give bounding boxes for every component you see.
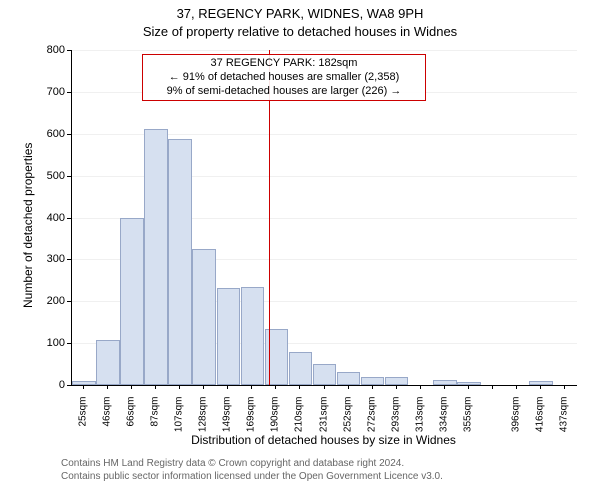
x-tick-label: 334sqm [438, 397, 449, 447]
y-tick [67, 301, 71, 302]
x-tick-label: 313sqm [414, 397, 425, 447]
callout-line: ← 91% of detached houses are smaller (2,… [149, 71, 419, 85]
histogram-bar [144, 129, 168, 385]
footer-line1: Contains HM Land Registry data © Crown c… [61, 457, 443, 470]
callout-box: 37 REGENCY PARK: 182sqm← 91% of detached… [142, 54, 426, 101]
x-tick-label: 252sqm [342, 397, 353, 447]
histogram-bar [337, 372, 361, 385]
footer-attribution: Contains HM Land Registry data © Crown c… [61, 457, 443, 483]
histogram-bar [168, 139, 192, 385]
x-tick-label: 46sqm [102, 397, 113, 447]
histogram-bar [192, 249, 216, 385]
x-tick-label: 169sqm [246, 397, 257, 447]
x-tick [203, 385, 204, 389]
x-tick [444, 385, 445, 389]
y-tick [67, 343, 71, 344]
y-axis-label: Number of detached properties [21, 142, 35, 307]
x-tick [83, 385, 84, 389]
x-tick-label: 416sqm [534, 397, 545, 447]
y-tick [67, 50, 71, 51]
gridline [72, 50, 577, 51]
x-tick [251, 385, 252, 389]
y-tick [67, 385, 71, 386]
histogram-bar [385, 377, 409, 385]
x-tick-label: 396sqm [510, 397, 521, 447]
histogram-bar [96, 340, 120, 385]
x-tick [396, 385, 397, 389]
x-tick [324, 385, 325, 389]
histogram-bar [313, 364, 337, 385]
x-tick [131, 385, 132, 389]
page-subtitle: Size of property relative to detached ho… [0, 24, 600, 39]
y-tick-label: 800 [37, 44, 65, 56]
histogram-bar [217, 288, 241, 385]
x-tick-label: 210sqm [294, 397, 305, 447]
y-tick-label: 100 [37, 337, 65, 349]
x-tick [299, 385, 300, 389]
page-title: 37, REGENCY PARK, WIDNES, WA8 9PH [0, 6, 600, 21]
callout-line: 37 REGENCY PARK: 182sqm [149, 57, 419, 71]
y-tick-label: 600 [37, 128, 65, 140]
x-tick [468, 385, 469, 389]
x-tick-label: 231sqm [318, 397, 329, 447]
x-tick-label: 190sqm [270, 397, 281, 447]
x-tick [107, 385, 108, 389]
x-tick [516, 385, 517, 389]
footer-line2: Contains public sector information licen… [61, 470, 443, 483]
y-tick-label: 300 [37, 253, 65, 265]
y-tick [67, 259, 71, 260]
x-tick-label: 25sqm [78, 397, 89, 447]
x-tick-label: 149sqm [222, 397, 233, 447]
y-tick-label: 500 [37, 170, 65, 182]
x-tick [492, 385, 493, 389]
x-tick [564, 385, 565, 389]
x-tick-label: 66sqm [126, 397, 137, 447]
x-tick-label: 272sqm [366, 397, 377, 447]
x-tick [155, 385, 156, 389]
callout-line: 9% of semi-detached houses are larger (2… [149, 85, 419, 99]
y-tick-label: 0 [37, 379, 65, 391]
y-tick [67, 92, 71, 93]
x-tick [179, 385, 180, 389]
x-tick-label: 355sqm [462, 397, 473, 447]
x-tick-label: 87sqm [150, 397, 161, 447]
histogram-bar [433, 380, 457, 385]
y-tick [67, 134, 71, 135]
histogram-plot: 37 REGENCY PARK: 182sqm← 91% of detached… [71, 50, 577, 386]
histogram-bar [529, 381, 553, 385]
y-tick-label: 700 [37, 86, 65, 98]
x-tick [540, 385, 541, 389]
x-tick [420, 385, 421, 389]
histogram-bar [361, 377, 385, 385]
x-tick [348, 385, 349, 389]
histogram-bar [120, 218, 144, 386]
x-tick [227, 385, 228, 389]
x-tick [372, 385, 373, 389]
y-tick-label: 400 [37, 212, 65, 224]
histogram-bar [241, 287, 265, 385]
x-tick-label: 293sqm [390, 397, 401, 447]
histogram-bar [289, 352, 313, 385]
y-tick [67, 176, 71, 177]
y-tick [67, 218, 71, 219]
histogram-bar [457, 382, 481, 385]
x-tick-label: 128sqm [198, 397, 209, 447]
x-tick [275, 385, 276, 389]
x-tick-label: 107sqm [174, 397, 185, 447]
x-tick-label: 437sqm [558, 397, 569, 447]
y-tick-label: 200 [37, 295, 65, 307]
histogram-bar [72, 381, 96, 385]
histogram-bar [265, 329, 289, 385]
